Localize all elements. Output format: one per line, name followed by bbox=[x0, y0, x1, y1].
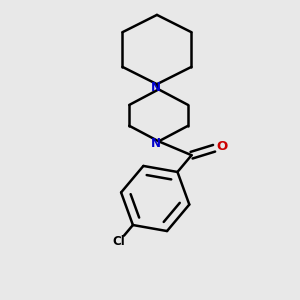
Text: N: N bbox=[151, 136, 161, 150]
Text: O: O bbox=[216, 140, 227, 153]
Text: Cl: Cl bbox=[113, 235, 125, 248]
Text: N: N bbox=[151, 81, 161, 94]
